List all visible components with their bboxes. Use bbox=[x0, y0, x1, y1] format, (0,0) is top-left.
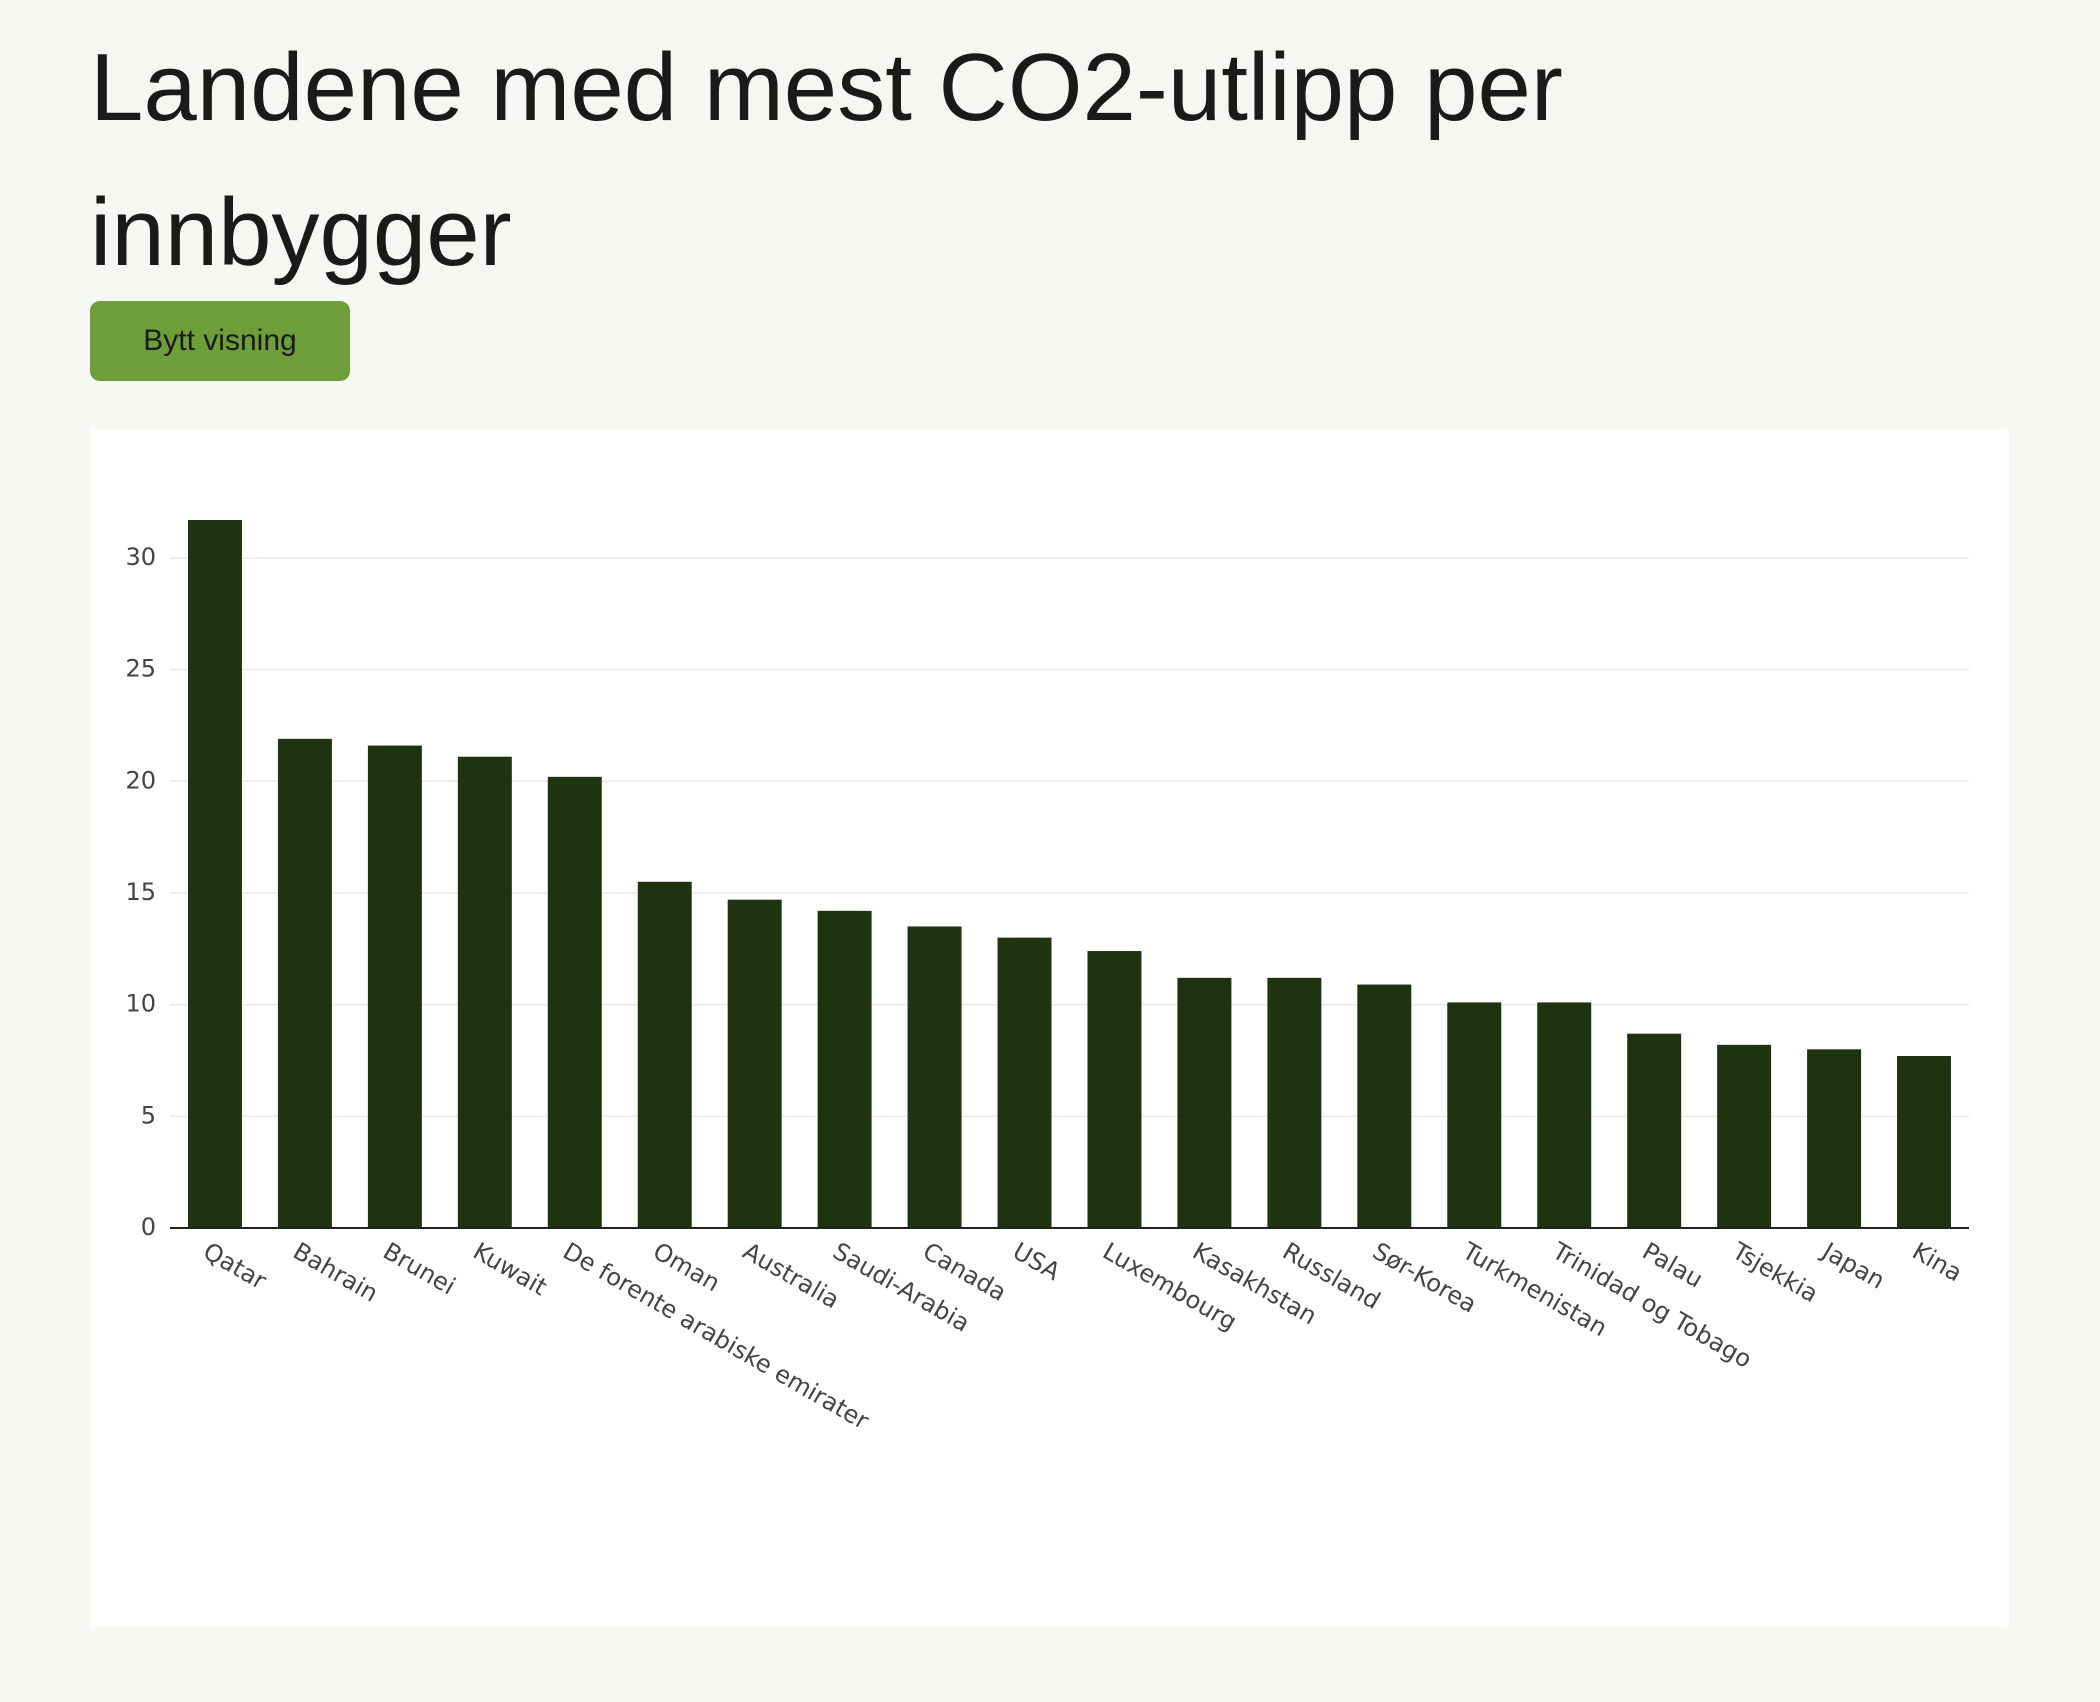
y-tick-label: 30 bbox=[125, 543, 156, 571]
x-tick-label: Palau bbox=[1638, 1237, 1708, 1294]
toggle-view-button[interactable]: Bytt visning bbox=[90, 301, 350, 381]
bar bbox=[547, 776, 602, 1228]
y-tick-label: 25 bbox=[125, 655, 156, 683]
y-tick-label: 0 bbox=[141, 1213, 156, 1241]
x-tick-label: USA bbox=[1008, 1237, 1066, 1286]
x-tick-label: Japan bbox=[1816, 1236, 1890, 1295]
bar bbox=[1087, 951, 1142, 1228]
y-tick-label: 20 bbox=[125, 766, 156, 794]
x-tick-label: Bahrain bbox=[288, 1237, 382, 1308]
bar bbox=[1807, 1049, 1862, 1228]
bar bbox=[1537, 1002, 1592, 1228]
y-tick-label: 10 bbox=[125, 990, 156, 1018]
x-tick-label: Brunei bbox=[378, 1237, 460, 1300]
bar bbox=[277, 738, 332, 1228]
page-title: Landene med mest CO2-utlipp per innbygge… bbox=[90, 34, 1563, 286]
bar bbox=[907, 926, 962, 1228]
bar bbox=[1267, 977, 1322, 1228]
bar bbox=[1897, 1056, 1952, 1228]
y-tick-label: 5 bbox=[141, 1101, 156, 1129]
x-tick-label: Qatar bbox=[198, 1237, 271, 1295]
bar bbox=[997, 937, 1052, 1228]
x-tick-label: Kuwait bbox=[468, 1237, 551, 1301]
bar bbox=[817, 910, 872, 1228]
bar bbox=[367, 745, 422, 1228]
bar bbox=[637, 881, 692, 1228]
x-tick-label: De forente arabiske emirater bbox=[558, 1237, 873, 1435]
bar bbox=[1357, 984, 1412, 1228]
x-tick-label: Kina bbox=[1908, 1237, 1967, 1287]
bar bbox=[1627, 1033, 1682, 1228]
bar bbox=[727, 899, 782, 1228]
bar bbox=[187, 519, 242, 1228]
y-tick-label: 15 bbox=[125, 878, 156, 906]
bar bbox=[1717, 1044, 1772, 1228]
bar bbox=[1447, 1002, 1502, 1228]
x-tick-label: Tsjekkia bbox=[1727, 1237, 1823, 1309]
bar bbox=[457, 756, 512, 1228]
bar bbox=[1177, 977, 1232, 1228]
x-tick-label: Australia bbox=[738, 1237, 844, 1314]
